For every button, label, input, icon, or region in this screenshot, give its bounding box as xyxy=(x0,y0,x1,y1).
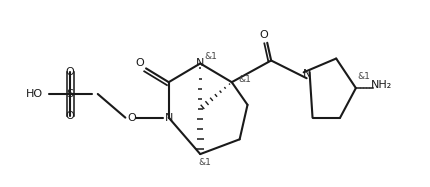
Text: S: S xyxy=(67,89,74,99)
Text: O: O xyxy=(126,113,135,123)
Text: N: N xyxy=(164,113,172,123)
Text: &1: &1 xyxy=(356,72,369,81)
Text: &1: &1 xyxy=(204,52,217,61)
Text: O: O xyxy=(135,59,144,68)
Text: N: N xyxy=(196,59,204,68)
Text: &1: &1 xyxy=(237,75,250,84)
Text: N: N xyxy=(302,69,310,79)
Text: O: O xyxy=(66,111,74,121)
Text: O: O xyxy=(66,67,74,77)
Text: NH₂: NH₂ xyxy=(370,80,391,90)
Text: O: O xyxy=(258,30,267,40)
Text: &1: &1 xyxy=(198,158,211,167)
Text: HO: HO xyxy=(26,89,43,99)
